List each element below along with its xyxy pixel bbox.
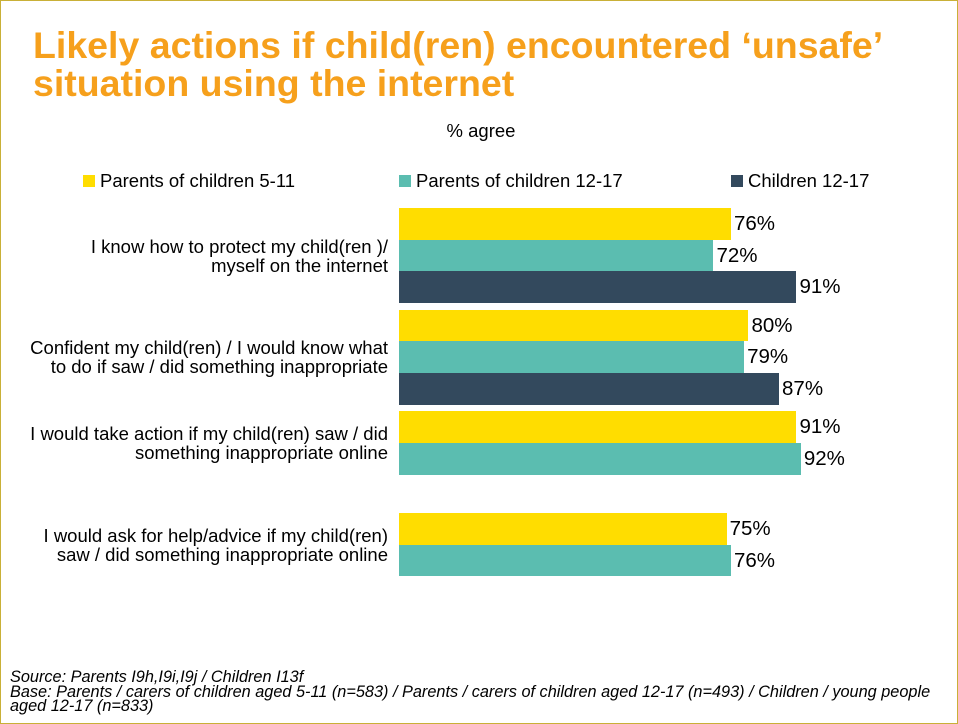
- value-label-parents-of-children-5-11-category-4: 75%: [729, 517, 771, 541]
- bar-parents-of-children-5-11-category-1: [399, 208, 731, 240]
- category-label-line: saw / did something inappropriate online: [56, 543, 388, 565]
- category-label-1: I know how to protect my child(ren )/mys…: [20, 237, 388, 275]
- footnote: Source: Parents I9h,I9i,I9j / Children I…: [10, 668, 950, 715]
- value-label-parents-of-children-12-17-category-1: 72%: [716, 243, 758, 267]
- bar-parents-of-children-5-11-category-3: [399, 411, 797, 444]
- value-label-parents-of-children-5-11-category-3: 91%: [799, 415, 841, 439]
- legend-swatch-navy: [731, 175, 743, 187]
- category-label-2: Confident my child(ren) / I would know w…: [20, 338, 388, 376]
- bar-children-12-17-category-1: [399, 271, 797, 304]
- bar-parents-of-children-5-11-category-2: [399, 309, 749, 342]
- legend-label: Children 12-17: [748, 170, 870, 191]
- source-note: Source: Parents I9h,I9i,I9j / Children I…: [10, 668, 304, 686]
- legend-item-parents-of-children-5-11: Parents of children 5-11: [83, 171, 295, 191]
- legend-item-parents-of-children-12-17: Parents of children 12-17: [399, 171, 623, 191]
- bar-parents-of-children-12-17-category-3: [399, 443, 801, 475]
- slide-title: Likely actions if child(ren) encountered…: [33, 24, 882, 104]
- category-label-line: I know how to protect my child(ren )/: [90, 235, 388, 257]
- value-label-parents-of-children-5-11-category-2: 80%: [751, 313, 793, 337]
- legend-label: Parents of children 12-17: [416, 170, 623, 191]
- value-label-parents-of-children-12-17-category-2: 79%: [747, 345, 789, 369]
- category-label-line: myself on the internet: [211, 254, 388, 276]
- bar-parents-of-children-12-17-category-2: [399, 341, 745, 374]
- base-note: Base: Parents / carers of children aged …: [10, 682, 931, 715]
- bar-children-12-17-category-2: [399, 373, 780, 405]
- legend-swatch-teal: [399, 175, 411, 187]
- value-label-parents-of-children-5-11-category-1: 76%: [733, 212, 775, 235]
- category-label-line: I would take action if my child(ren) saw…: [30, 423, 388, 445]
- legend-label: Parents of children 5-11: [100, 170, 296, 191]
- bar-parents-of-children-5-11-category-4: [399, 513, 727, 545]
- bar-parents-of-children-12-17-category-4: [399, 544, 731, 577]
- bar-parents-of-children-12-17-category-1: [399, 239, 714, 272]
- category-label-4: I would ask for help/advice if my child(…: [20, 526, 388, 564]
- chart-subtitle: % agree: [446, 120, 516, 141]
- category-label-3: I would take action if my child(ren) saw…: [20, 424, 388, 462]
- category-label-line: I would ask for help/advice if my child(…: [43, 524, 388, 546]
- value-label-children-12-17-category-2: 87%: [782, 377, 824, 401]
- legend-swatch-yellow: [83, 175, 95, 187]
- category-label-line: to do if saw / did something inappropria…: [50, 356, 388, 378]
- category-label-line: Confident my child(ren) / I would know w…: [30, 337, 388, 359]
- value-label-parents-of-children-12-17-category-3: 92%: [803, 447, 845, 471]
- value-label-parents-of-children-12-17-category-4: 76%: [733, 548, 775, 572]
- legend-item-children-12-17: Children 12-17: [731, 171, 869, 191]
- category-label-line: something inappropriate online: [134, 442, 388, 464]
- value-label-children-12-17-category-1: 91%: [799, 275, 841, 299]
